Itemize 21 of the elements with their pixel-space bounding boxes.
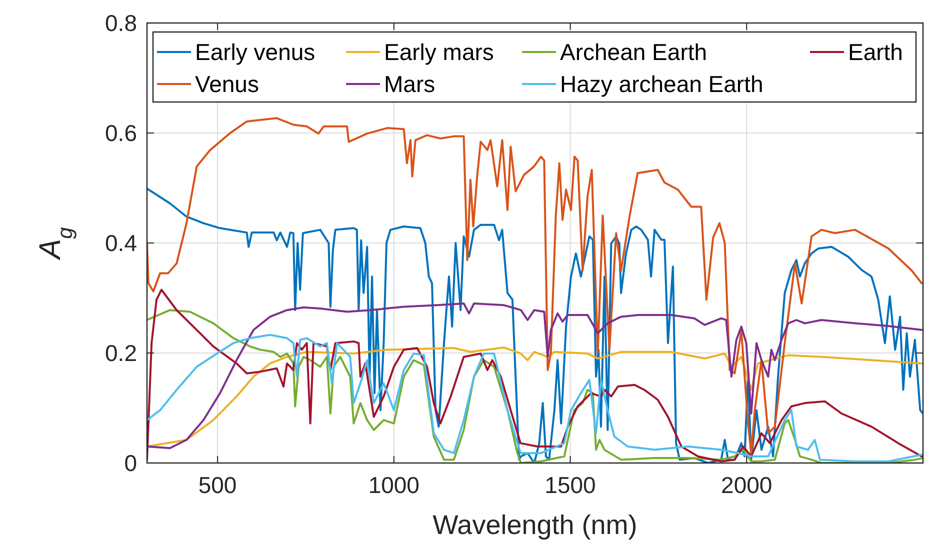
x-axis-title: Wavelength (nm) — [432, 510, 638, 540]
x-tick-label: 500 — [198, 472, 237, 498]
y-tick-label: 0 — [124, 450, 137, 476]
legend-label: Hazy archean Earth — [560, 71, 764, 97]
legend-label: Early mars — [384, 39, 494, 65]
y-tick-label: 0.8 — [105, 10, 137, 36]
line-series — [147, 334, 923, 462]
y-tick-label: 0.4 — [105, 230, 138, 256]
x-tick-label: 1500 — [544, 472, 596, 498]
legend-label: Archean Earth — [560, 39, 708, 65]
line-series — [147, 188, 923, 463]
x-tick-label: 2000 — [721, 472, 772, 498]
legend-label: Mars — [384, 71, 436, 97]
line-series — [147, 117, 923, 454]
legend-label: Early venus — [195, 39, 316, 65]
x-tick-label: 1000 — [368, 472, 420, 498]
legend-label: Venus — [195, 71, 259, 97]
line-series — [147, 346, 923, 448]
y-tick-label: 0.6 — [105, 120, 137, 146]
y-tick-label: 0.2 — [105, 340, 137, 366]
legend-label: Earth — [848, 39, 903, 65]
